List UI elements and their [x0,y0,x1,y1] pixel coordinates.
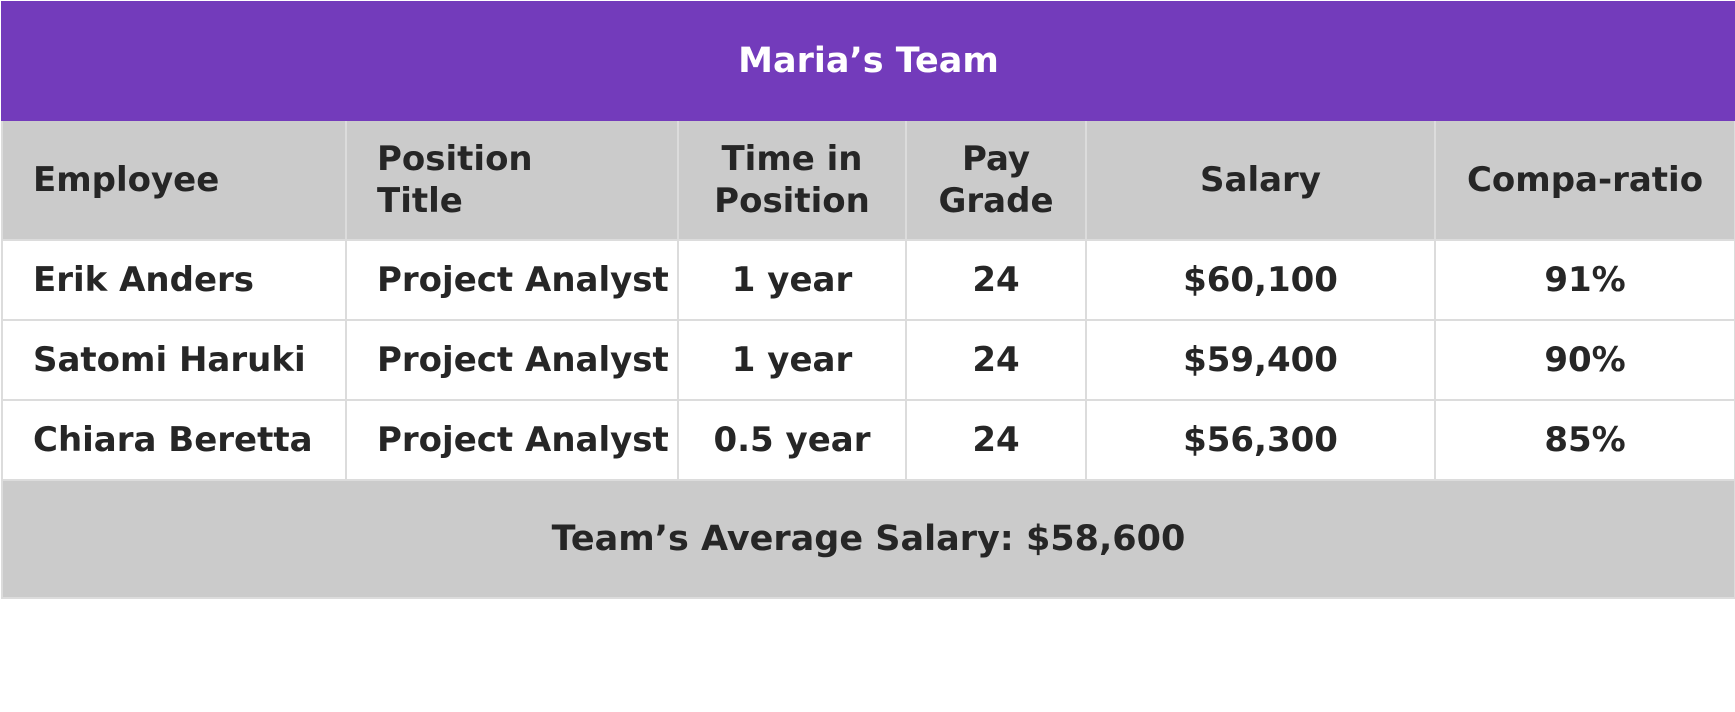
column-header-salary: Salary [1085,119,1436,241]
time-in-position-cell: 1 year [677,239,907,321]
column-header-line: Position [714,181,870,221]
average-salary-summary: Team’s Average Salary: $58,600 [0,479,1735,599]
compa-ratio-cell: 91% [1433,239,1735,321]
footer-row: Team’s Average Salary: $58,600 [0,479,1735,599]
employee-cell: Chiara Beretta [1,399,347,481]
table-row: Chiara Beretta Project Analyst 0.5 year … [1,399,1735,481]
column-header-compa-ratio: Compa-ratio [1433,119,1735,241]
position-cell: Project Analyst [345,399,679,481]
header-row: Employee Position Title Time in Position… [1,119,1735,241]
table-row: Erik Anders Project Analyst 1 year 24 $6… [1,239,1735,321]
position-cell: Project Analyst [345,319,679,401]
compa-ratio-cell: 85% [1433,399,1735,481]
title-row: Maria’s Team [0,1,1735,121]
salary-cell: $56,300 [1085,399,1436,481]
column-header-pay-grade: Pay Grade [905,119,1087,241]
table-row: Satomi Haruki Project Analyst 1 year 24 … [1,319,1735,401]
column-header-line: Compa-ratio [1466,160,1704,200]
column-header-line: Pay [961,139,1031,179]
salary-cell: $60,100 [1085,239,1436,321]
column-header-time-in-position: Time in Position [677,119,907,241]
column-header-position-title: Position Title [345,119,679,241]
table-title: Maria’s Team [0,1,1735,121]
time-in-position-cell: 1 year [677,319,907,401]
column-header-employee: Employee [1,119,347,241]
column-header-line: Salary [1200,160,1321,200]
employee-cell: Satomi Haruki [1,319,347,401]
team-table: Maria’s Team Employee Position Title Tim… [0,1,1735,599]
pay-grade-cell: 24 [905,319,1087,401]
time-in-position-cell: 0.5 year [677,399,907,481]
compa-ratio-cell: 90% [1433,319,1735,401]
pay-grade-cell: 24 [905,399,1087,481]
salary-cell: $59,400 [1085,319,1436,401]
column-header-line: Grade [938,181,1054,221]
column-header-line: Title [377,181,463,221]
column-header-line: Time in [721,139,863,179]
column-header-line: Position [377,139,533,179]
employee-cell: Erik Anders [1,239,347,321]
position-cell: Project Analyst [345,239,679,321]
column-header-line: Employee [33,160,220,200]
pay-grade-cell: 24 [905,239,1087,321]
